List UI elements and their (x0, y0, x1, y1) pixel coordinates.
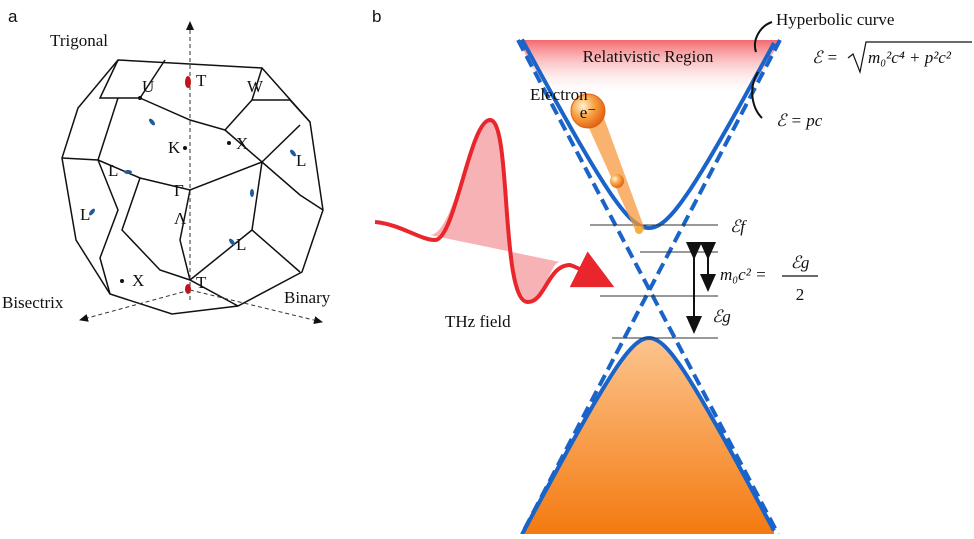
region-label: Relativistic Region (583, 47, 714, 66)
panel-label: b (372, 7, 381, 26)
brillouin-zone (61, 59, 324, 315)
curve-label: Hyperbolic curve (776, 10, 894, 29)
gap-arrows (686, 242, 716, 334)
thz-label: THz field (445, 312, 511, 331)
point-labels: U T W K X L L Γ Λ L L X T (80, 71, 306, 292)
point-label: L (296, 151, 306, 170)
equation: ℰg (791, 253, 810, 272)
thz-pulse (374, 117, 615, 305)
electron-label: Electron (530, 85, 588, 104)
point-label: X (132, 271, 144, 290)
gap-label: ℰg (712, 307, 731, 326)
equation: 2 (796, 285, 805, 304)
valence-band (522, 338, 774, 535)
axis-label: Bisectrix (2, 293, 64, 312)
point-label: T (196, 273, 207, 292)
level-label: ℰf (730, 217, 747, 236)
point-label: T (196, 71, 207, 90)
relativistic-region (518, 40, 780, 92)
point-label: Λ (174, 209, 187, 228)
point-label: L (108, 161, 118, 180)
equation: ℰ = (812, 48, 838, 67)
point-label: W (247, 77, 264, 96)
electron: e⁻ (570, 93, 645, 234)
equation: ℰ = pc (776, 111, 823, 130)
point-label: X (236, 134, 248, 153)
axis-label: Trigonal (50, 31, 108, 50)
equation: m₀²c⁴ + p²c² (868, 48, 952, 67)
panel-label: a (8, 7, 18, 26)
equation: m₀c² = (720, 265, 767, 284)
radical (847, 41, 972, 75)
point-label: U (142, 77, 154, 96)
point-label: K (168, 138, 181, 157)
axis-label: Binary (284, 288, 331, 307)
leader (751, 71, 763, 119)
markers (89, 76, 296, 294)
axes (79, 21, 323, 325)
point-label: L (236, 235, 246, 254)
electron-symbol: e⁻ (580, 103, 597, 122)
leader (754, 21, 773, 53)
point-label: Γ (174, 181, 184, 200)
point-label: L (80, 205, 90, 224)
